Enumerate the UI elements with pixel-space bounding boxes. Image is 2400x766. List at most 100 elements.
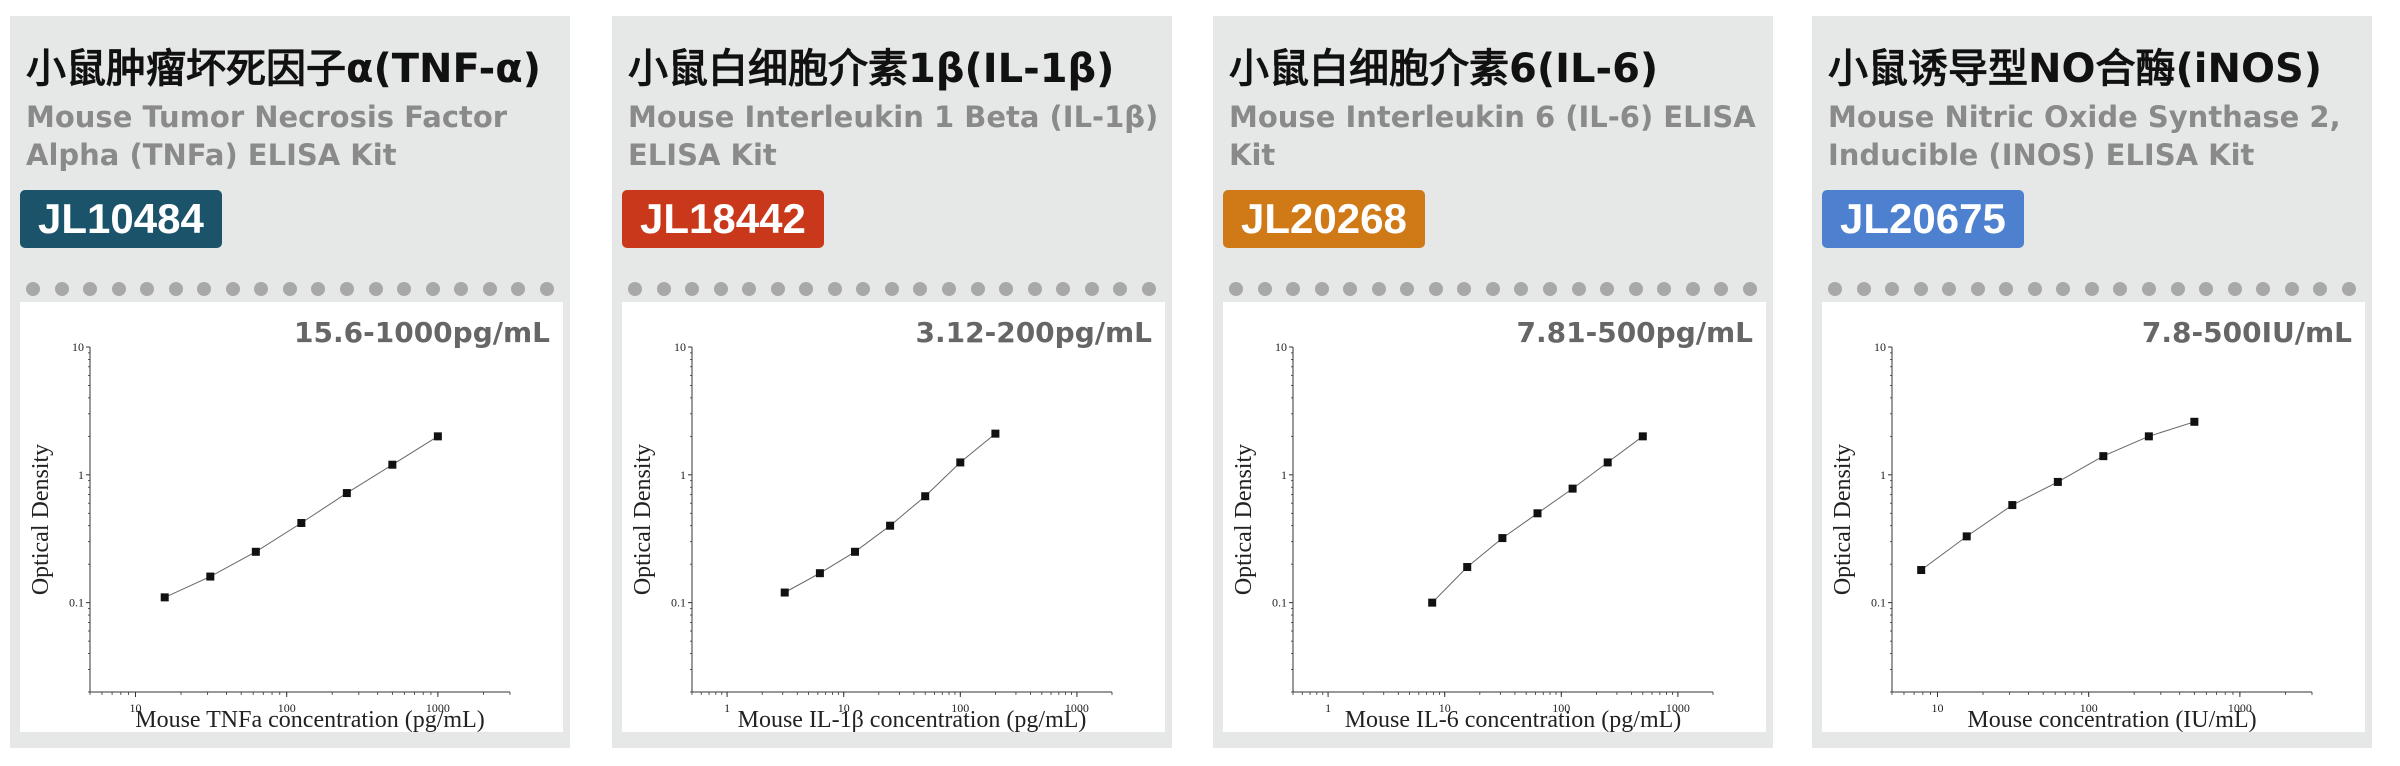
fit-line [164,435,439,598]
divider-dot [1141,282,1156,296]
divider-dot [827,282,842,296]
catalog-badge: JL18442 [622,190,824,248]
divider-dot [1457,282,1472,296]
x-axis-label: Mouse IL-6 concentration (pg/mL) [1345,707,1682,732]
x-tick-label: 100 [951,701,969,715]
divider-dot [425,282,440,296]
divider-dot [1314,282,1329,296]
divider-dot [2084,282,2099,296]
divider-dot [2284,282,2299,296]
product-title-en: Mouse Interleukin 6 (IL-6) ELISA Kit [1229,100,1756,172]
fit-line [1920,421,2195,571]
divider-dot [2341,282,2356,296]
divider-dot [999,282,1014,296]
data-point [206,572,215,581]
divider-dot [111,282,126,296]
product-panel-il1b: 小鼠白细胞介素1β(IL-1β) Mouse Interleukin 1 Bet… [612,16,1172,748]
divider-dot [254,282,269,296]
divider-dot [1913,282,1928,296]
data-point [1568,484,1577,493]
x-tick-label: 1 [724,701,730,715]
x-tick-label: 1000 [1065,701,1089,715]
divider-dot [1714,282,1729,296]
data-point [251,547,260,556]
x-tick-label: 1 [1325,701,1331,715]
divider-dot [2027,282,2042,296]
divider-dot [799,282,814,296]
catalog-badge: JL10484 [20,190,222,248]
product-title-en: Mouse Tumor Necrosis Factor Alpha (TNFa)… [26,100,508,172]
data-point [780,588,789,597]
divider-dot [1856,282,1871,296]
dot-divider [26,280,554,298]
divider-dot [942,282,957,296]
divider-dot [1485,282,1500,296]
y-tick-label: 0.1 [671,596,686,610]
divider-dot [656,282,671,296]
divider-dot [1543,282,1558,296]
dot-divider [1229,280,1757,298]
x-tick-label: 10 [130,701,142,715]
standard-curve-card: 3.12-200pg/mL 0.1 1 10 1 10 100 1000 Mouse IL-1β… [622,302,1165,732]
divider-dot [1286,282,1301,296]
y-tick-label: 10 [72,340,84,354]
x-tick-label: 1000 [426,701,450,715]
divider-dot [1742,282,1757,296]
divider-dot [913,282,928,296]
y-tick-label: 0.1 [1272,596,1287,610]
divider-dot [340,282,355,296]
range-label: 3.12-200pg/mL [916,316,1153,349]
catalog-badge: JL20268 [1223,190,1425,248]
data-point [388,460,397,469]
divider-dot [970,282,985,296]
divider-dot [713,282,728,296]
data-point [297,518,306,527]
y-tick-label: 10 [1275,340,1287,354]
data-point [2053,477,2062,486]
product-title-cn: 小鼠白细胞介素1β(IL-1β) [628,46,1115,92]
x-tick-label: 1000 [1666,701,1690,715]
divider-dot [2199,282,2214,296]
y-tick-label: 1 [1880,468,1886,482]
divider-dot [1400,282,1415,296]
data-point [2190,417,2199,426]
product-panel-inos: 小鼠诱导型NO合酶(iNOS) Mouse Nitric Oxide Synth… [1812,16,2372,748]
divider-dot [1685,282,1700,296]
product-title-cn: 小鼠肿瘤坏死因子α(TNF-α) [26,46,541,92]
y-tick-label: 0.1 [69,596,84,610]
divider-dot [197,282,212,296]
fit-line [784,433,996,593]
divider-dot [168,282,183,296]
divider-dot [539,282,554,296]
data-point [991,429,1000,438]
x-tick-label: 100 [1552,701,1570,715]
divider-dot [2227,282,2242,296]
divider-dot [1885,282,1900,296]
divider-dot [1343,282,1358,296]
divider-dot [1084,282,1099,296]
divider-dot [282,282,297,296]
data-point [1498,534,1507,543]
y-axis-label: Optical Density [28,444,54,595]
divider-dot [2256,282,2271,296]
divider-dot [1999,282,2014,296]
data-point [850,547,859,556]
data-point [2099,452,2108,461]
y-axis-label: Optical Density [630,444,656,595]
divider-dot [454,282,469,296]
x-axis-label: Mouse TNFa concentration (pg/mL) [135,707,484,732]
product-title-cn: 小鼠诱导型NO合酶(iNOS) [1828,46,2323,92]
product-title-cn: 小鼠白细胞介素6(IL-6) [1229,46,1659,92]
divider-dot [511,282,526,296]
divider-dot [83,282,98,296]
y-tick-label: 10 [1874,340,1886,354]
divider-dot [1514,282,1529,296]
x-tick-label: 100 [278,701,296,715]
divider-dot [1942,282,1957,296]
divider-dot [2142,282,2157,296]
data-point [342,489,351,498]
divider-dot [482,282,497,296]
